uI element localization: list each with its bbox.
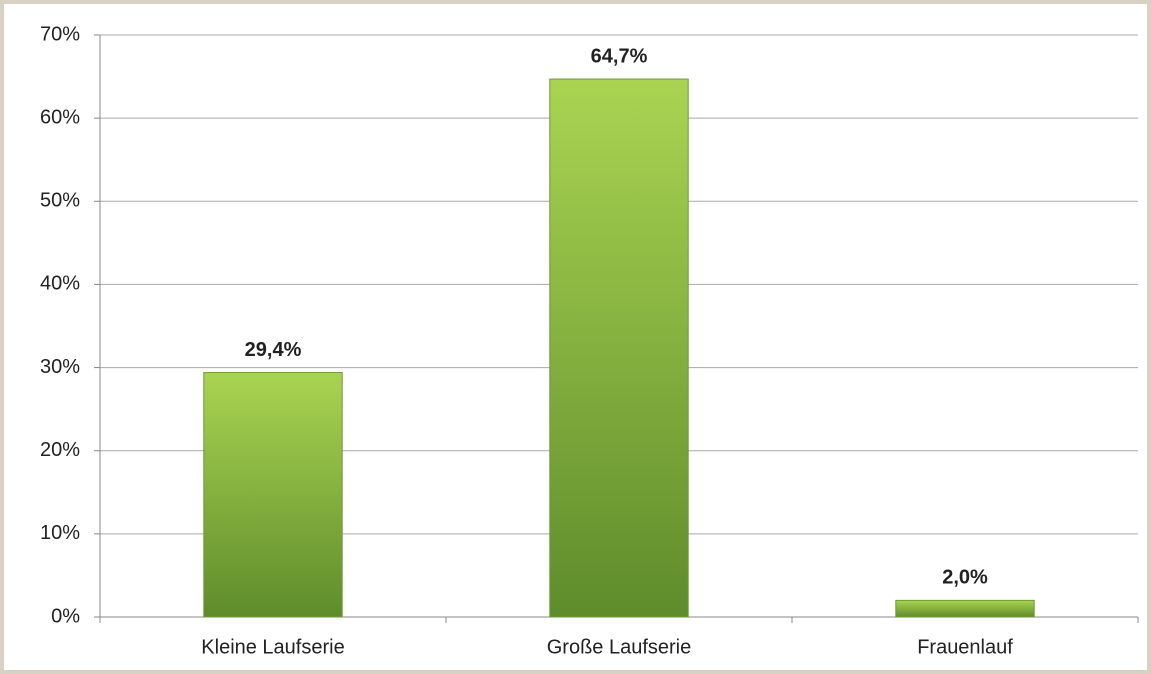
- bar: [895, 599, 1035, 618]
- x-tick-label: Frauenlauf: [917, 636, 1013, 658]
- x-tick-label: Große Laufserie: [547, 636, 692, 658]
- bar: [549, 78, 689, 618]
- y-tick-label: 30%: [40, 356, 80, 378]
- data-label: 2,0%: [942, 567, 988, 589]
- y-tick-label: 50%: [40, 190, 80, 212]
- x-tick-label: Kleine Laufserie: [201, 636, 344, 658]
- y-tick-label: 0%: [51, 605, 80, 627]
- data-label: 64,7%: [591, 45, 648, 67]
- y-tick-label: 70%: [40, 23, 80, 45]
- y-tick-label: 40%: [40, 273, 80, 295]
- y-tick-label: 20%: [40, 439, 80, 461]
- data-label: 29,4%: [245, 339, 302, 361]
- bar: [203, 372, 343, 618]
- y-tick-label: 60%: [40, 106, 80, 128]
- y-tick-label: 10%: [40, 522, 80, 544]
